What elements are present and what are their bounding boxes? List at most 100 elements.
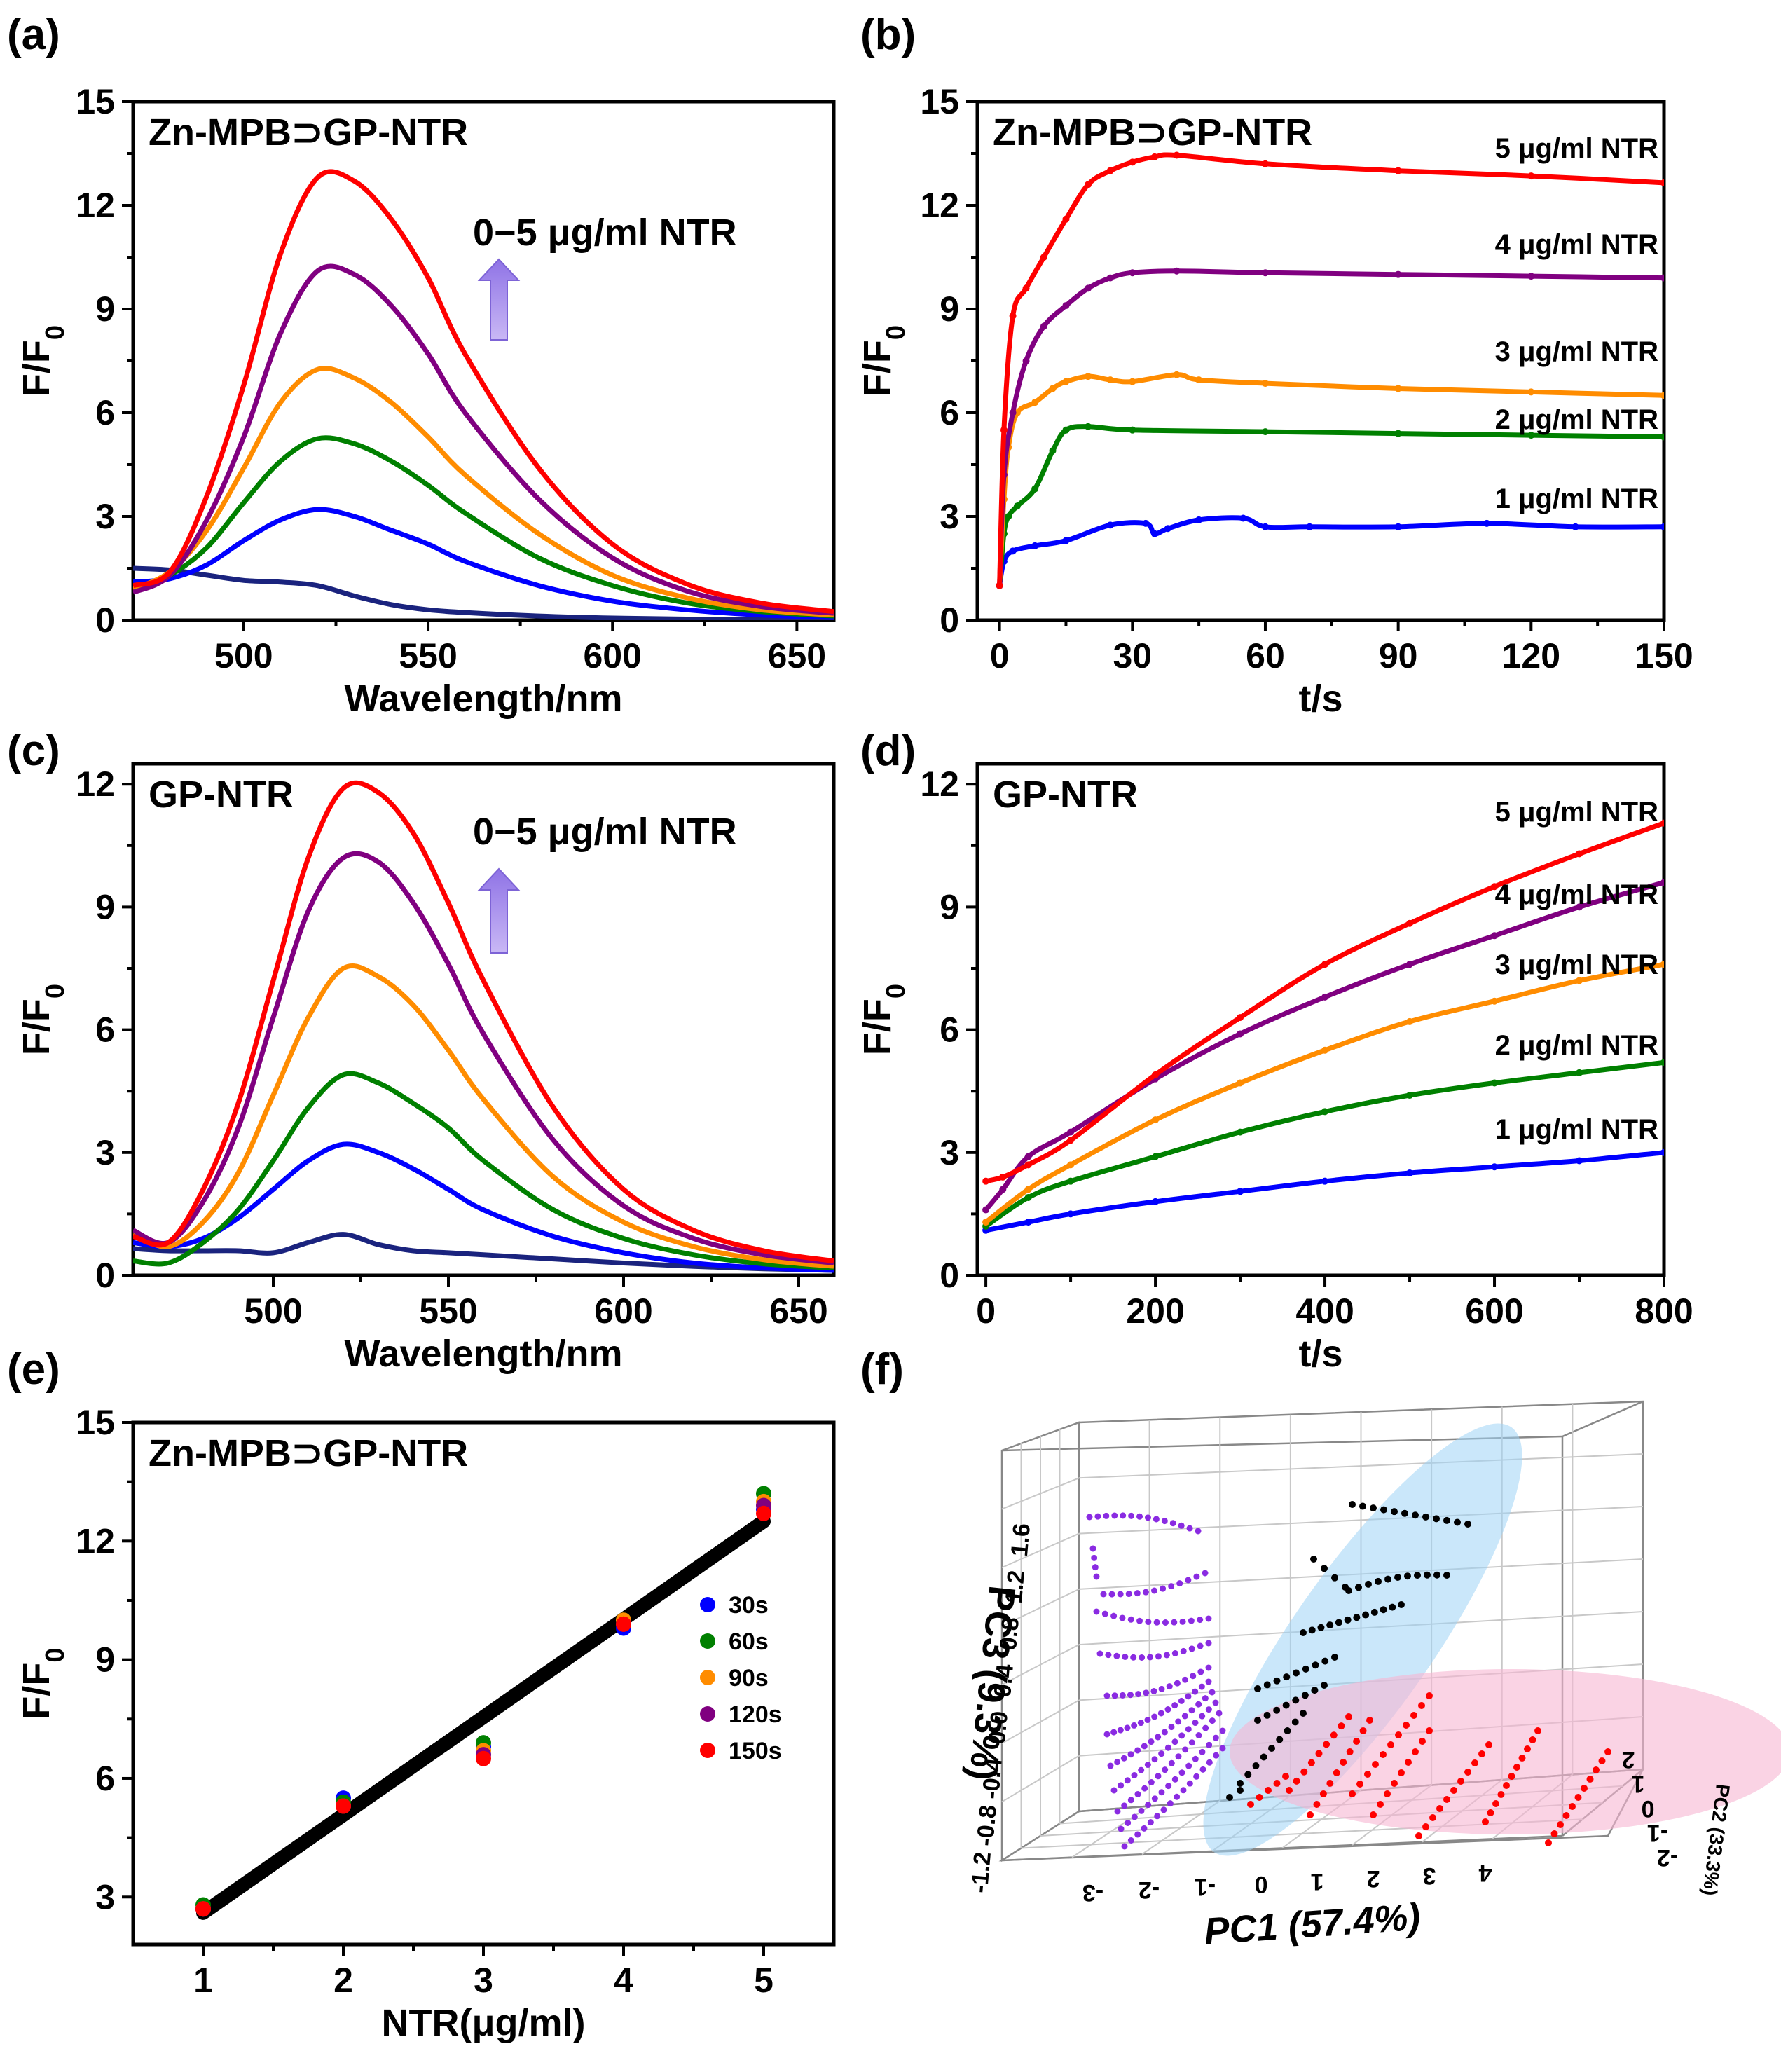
pca-point	[1404, 1572, 1411, 1580]
pca-point	[1443, 1516, 1450, 1524]
pca-point	[1362, 1611, 1370, 1619]
pca-point	[1185, 1577, 1192, 1584]
series-point	[1576, 850, 1583, 858]
chart-e: 1 2 3 4 53691215NTR(μg/ml)F/F0Zn-MPB⊃GP-NTR3…	[15, 1403, 836, 2044]
pca-point	[1380, 1506, 1387, 1514]
pca-point	[1384, 1790, 1391, 1797]
series-line-4	[985, 821, 1664, 1184]
legend-marker	[700, 1670, 715, 1685]
pca-ztick-label: -0.8	[972, 1804, 1002, 1847]
pca-point	[1117, 1591, 1124, 1598]
pca-xtick-label: 1	[1311, 1868, 1324, 1895]
pca-point	[1365, 1580, 1372, 1588]
pca-point	[1158, 1685, 1165, 1692]
pca-point	[1121, 1802, 1128, 1809]
series-point	[1237, 1014, 1244, 1022]
pca-point	[1138, 1807, 1145, 1814]
series-point	[1237, 1188, 1244, 1195]
chart-d: 0 200 400 600 800 0 3 6 9 12 t/s F/F0 GP-NTR 5 μg/ml …	[856, 762, 1693, 1375]
pca-point	[1375, 1577, 1382, 1585]
pca-point	[1300, 1629, 1307, 1636]
pca-point	[1414, 1572, 1421, 1579]
series-point	[1261, 428, 1269, 436]
legend-marker	[700, 1597, 715, 1612]
pca-point	[1197, 1617, 1204, 1624]
series-point	[1152, 1198, 1160, 1205]
pca-point	[1178, 1522, 1185, 1529]
chart-f: 1.61.20.80.40.0-0.4-0.8-1.2 -3 -2 -1 0 1 2 3 4-2…	[961, 1400, 1781, 1953]
y-tick-label: 12	[76, 1521, 115, 1560]
series-point	[1491, 883, 1499, 891]
pca-point	[1344, 1616, 1352, 1624]
pca-point	[1550, 1830, 1558, 1837]
pca-point	[1268, 1745, 1275, 1752]
pca-point	[1171, 1776, 1178, 1783]
pca-point	[1160, 1806, 1167, 1813]
pca-point	[1193, 1773, 1200, 1780]
pca-point	[1134, 1747, 1141, 1754]
pca-point	[1380, 1606, 1387, 1614]
pca-point	[1403, 1722, 1410, 1729]
series-point	[1005, 513, 1012, 520]
pca-point	[1131, 1772, 1138, 1779]
x-tick-label: 650	[769, 1291, 827, 1331]
pca-point	[1127, 1616, 1134, 1623]
pca-point	[1178, 1769, 1185, 1776]
y-tick-label: 12	[76, 186, 115, 225]
series-point	[1261, 380, 1269, 387]
series-point	[1491, 1163, 1499, 1171]
y-tick-label: 0	[940, 601, 959, 640]
series-point	[1660, 274, 1664, 282]
pca-point	[1151, 1795, 1158, 1802]
pca-point	[1192, 1688, 1199, 1695]
pca-point	[1119, 1614, 1126, 1621]
series-point	[1576, 903, 1583, 911]
series-point	[1024, 1194, 1032, 1202]
pca-point	[1161, 1729, 1168, 1736]
pca-point	[1171, 1619, 1178, 1626]
pca-point	[1141, 1743, 1148, 1750]
pca-point	[1202, 1724, 1209, 1731]
y-tick-label: 9	[95, 1640, 115, 1680]
pca-point	[1127, 1797, 1134, 1804]
pca-point	[1356, 1781, 1363, 1788]
scatter-point	[336, 1798, 351, 1814]
series-point	[982, 1206, 990, 1214]
pca-point	[1313, 1801, 1321, 1808]
pca-point	[1422, 1823, 1429, 1830]
series-point	[999, 1173, 1007, 1181]
series-point	[1049, 385, 1057, 392]
series-point	[1394, 430, 1402, 437]
y-tick-label: 3	[95, 497, 115, 536]
pca-point	[1118, 1825, 1125, 1832]
series-point	[1164, 525, 1171, 533]
pca-point	[1384, 1575, 1391, 1583]
series-point	[1009, 547, 1017, 555]
y-tick-label: 3	[95, 1877, 115, 1916]
pca-point	[1103, 1692, 1110, 1699]
pca-point	[1319, 1790, 1327, 1797]
series-point	[1031, 542, 1039, 549]
x-tick-label: 600	[583, 636, 641, 675]
series-point	[1022, 284, 1030, 292]
series-point	[1142, 519, 1150, 527]
panel-letter-e: (e)	[7, 1345, 60, 1394]
pca-point	[1162, 1619, 1169, 1626]
pca-ellipse-pink	[1230, 1669, 1781, 1834]
series-point	[1013, 502, 1021, 510]
pca-point	[1377, 1801, 1384, 1808]
pca-point	[1349, 1501, 1356, 1508]
series-point	[1062, 378, 1070, 385]
scatter-point	[616, 1616, 631, 1632]
x-tick-label: 60	[1246, 636, 1285, 675]
series-line-2	[133, 1071, 834, 1270]
curve-label: 4 μg/ml NTR	[1495, 229, 1658, 260]
pca-point	[1492, 1800, 1499, 1807]
pca-point	[1308, 1626, 1316, 1634]
pca-point	[1188, 1707, 1195, 1714]
pca-point	[1205, 1664, 1212, 1671]
series-point	[1022, 357, 1030, 364]
pca-point	[1237, 1780, 1244, 1787]
pca-ytick-label: 2	[1622, 1746, 1635, 1773]
pca-point	[1359, 1727, 1367, 1734]
